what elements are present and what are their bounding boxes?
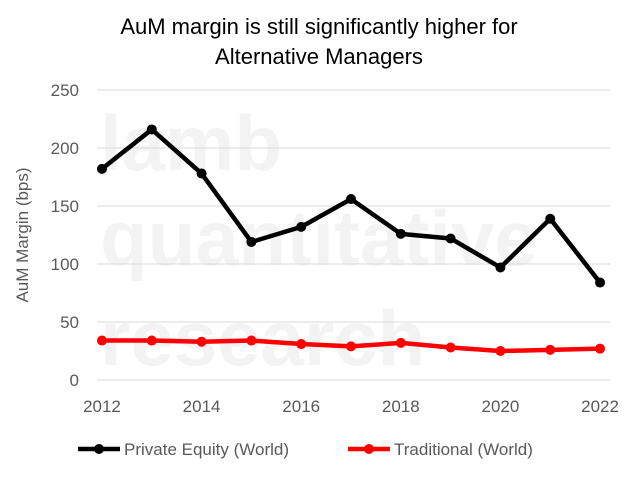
watermark-line: quantitative xyxy=(100,194,538,282)
y-axis-label: AuM Margin (bps) xyxy=(13,167,32,302)
x-tick-label: 2012 xyxy=(83,397,121,416)
data-point xyxy=(346,194,357,205)
data-point xyxy=(346,341,357,352)
chart-title-line-2: Alternative Managers xyxy=(215,44,423,69)
data-point xyxy=(495,262,506,273)
data-point xyxy=(495,346,506,356)
legend-label: Private Equity (World) xyxy=(124,440,289,459)
data-point xyxy=(545,213,556,224)
y-tick-label: 200 xyxy=(51,139,79,158)
legend: Private Equity (World) Traditional (World… xyxy=(78,440,533,459)
data-point xyxy=(395,337,406,348)
y-tick-label: 0 xyxy=(70,371,79,390)
legend-swatch-marker xyxy=(94,444,104,454)
x-tick-label: 2020 xyxy=(482,397,520,416)
data-point xyxy=(146,335,157,346)
gridlines xyxy=(97,89,610,381)
x-tick-labels: 2012 2014 2016 2018 2020 2022 xyxy=(83,397,619,416)
data-point xyxy=(545,344,556,355)
x-tick-label: 2014 xyxy=(183,397,221,416)
data-point xyxy=(196,336,207,347)
data-point xyxy=(445,342,456,353)
data-point xyxy=(246,335,257,346)
y-tick-label: 50 xyxy=(60,313,79,332)
data-point xyxy=(595,343,606,354)
y-tick-label: 250 xyxy=(51,81,79,100)
data-point xyxy=(445,233,456,244)
data-point xyxy=(96,163,107,174)
y-tick-label: 150 xyxy=(51,197,79,216)
y-tick-label: 100 xyxy=(51,255,79,274)
data-point xyxy=(196,168,207,179)
data-point xyxy=(146,124,157,135)
watermark-line: lamb xyxy=(100,99,282,187)
legend-swatch-marker xyxy=(364,444,374,454)
data-point xyxy=(595,277,606,288)
data-point xyxy=(296,339,307,350)
chart-title-line-1: AuM margin is still significantly higher… xyxy=(120,14,517,39)
data-point xyxy=(246,236,257,247)
data-point xyxy=(395,228,406,239)
data-point xyxy=(296,221,307,232)
y-tick-labels: 0 50 100 150 200 250 xyxy=(51,81,79,390)
data-point xyxy=(96,335,107,346)
x-tick-label: 2018 xyxy=(382,397,420,416)
series-group xyxy=(96,124,606,356)
legend-label: Traditional (World) xyxy=(394,440,533,459)
x-tick-label: 2022 xyxy=(581,397,619,416)
x-tick-label: 2016 xyxy=(282,397,320,416)
